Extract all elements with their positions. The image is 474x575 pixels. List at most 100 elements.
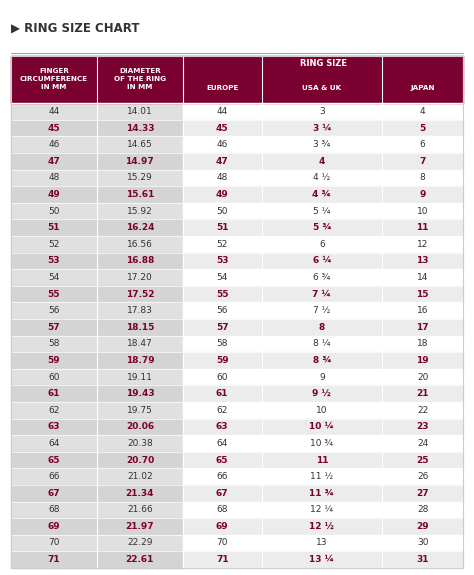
Bar: [382, 435, 463, 452]
Text: 57: 57: [216, 323, 228, 332]
Text: 58: 58: [217, 339, 228, 348]
Bar: [262, 485, 382, 501]
Text: 68: 68: [217, 505, 228, 514]
Text: 67: 67: [216, 489, 228, 498]
Text: 3 ¼: 3 ¼: [312, 124, 331, 133]
Text: 69: 69: [216, 522, 228, 531]
Bar: [11, 203, 97, 220]
Bar: [382, 319, 463, 336]
Bar: [382, 369, 463, 385]
Bar: [262, 419, 382, 435]
Bar: [97, 435, 183, 452]
Text: 63: 63: [216, 422, 228, 431]
Text: 19.11: 19.11: [127, 373, 153, 382]
Text: 50: 50: [217, 206, 228, 216]
Text: 6: 6: [420, 140, 426, 150]
Text: 45: 45: [47, 124, 60, 133]
Text: 7: 7: [419, 157, 426, 166]
Bar: [262, 269, 382, 286]
Bar: [183, 170, 262, 186]
Text: 52: 52: [217, 240, 228, 249]
Bar: [183, 104, 262, 120]
Bar: [11, 352, 97, 369]
Bar: [382, 535, 463, 551]
Bar: [262, 302, 382, 319]
Bar: [183, 369, 262, 385]
Text: 57: 57: [47, 323, 60, 332]
Bar: [183, 236, 262, 252]
Bar: [97, 170, 183, 186]
Bar: [183, 252, 262, 269]
Bar: [183, 485, 262, 501]
Text: 14: 14: [417, 273, 428, 282]
Text: 59: 59: [216, 356, 228, 365]
Text: 58: 58: [48, 339, 60, 348]
Text: 21: 21: [416, 389, 429, 398]
Bar: [382, 518, 463, 535]
Bar: [97, 252, 183, 269]
Text: 65: 65: [216, 455, 228, 465]
Bar: [11, 302, 97, 319]
Bar: [183, 203, 262, 220]
Text: 3 ¾: 3 ¾: [313, 140, 330, 150]
Text: DIAMETER
OF THE RING
IN MM: DIAMETER OF THE RING IN MM: [114, 68, 166, 90]
Text: 65: 65: [47, 455, 60, 465]
Bar: [382, 452, 463, 468]
Text: 56: 56: [48, 306, 60, 315]
Text: 21.66: 21.66: [127, 505, 153, 514]
Bar: [262, 220, 382, 236]
Text: 10 ¼: 10 ¼: [310, 422, 334, 431]
Bar: [97, 153, 183, 170]
Bar: [262, 385, 382, 402]
Bar: [97, 220, 183, 236]
Text: 15.29: 15.29: [127, 174, 153, 182]
Bar: [382, 468, 463, 485]
Bar: [11, 56, 463, 568]
Text: 52: 52: [48, 240, 60, 249]
Text: 31: 31: [416, 555, 429, 564]
Text: 55: 55: [216, 290, 228, 298]
Bar: [97, 203, 183, 220]
Bar: [183, 302, 262, 319]
Bar: [11, 220, 97, 236]
Bar: [183, 419, 262, 435]
Text: 71: 71: [47, 555, 60, 564]
Text: RING SIZE: RING SIZE: [300, 59, 346, 68]
Text: 60: 60: [48, 373, 60, 382]
Text: 22.61: 22.61: [126, 555, 154, 564]
Bar: [382, 186, 463, 203]
Bar: [183, 220, 262, 236]
Bar: [262, 352, 382, 369]
Text: 49: 49: [216, 190, 228, 199]
Text: 28: 28: [417, 505, 428, 514]
Text: 4: 4: [319, 157, 325, 166]
Bar: [382, 170, 463, 186]
Text: 68: 68: [48, 505, 60, 514]
Text: 5 ¾: 5 ¾: [312, 223, 331, 232]
Text: 8 ¾: 8 ¾: [312, 356, 331, 365]
Bar: [11, 501, 97, 518]
Bar: [382, 419, 463, 435]
Text: 5: 5: [419, 124, 426, 133]
Bar: [382, 352, 463, 369]
Bar: [97, 186, 183, 203]
Bar: [382, 385, 463, 402]
Text: 61: 61: [216, 389, 228, 398]
Bar: [262, 153, 382, 170]
Text: 63: 63: [47, 422, 60, 431]
Bar: [183, 72, 262, 104]
Bar: [11, 369, 97, 385]
Text: 11 ¾: 11 ¾: [310, 489, 334, 498]
Bar: [183, 535, 262, 551]
Text: 20.38: 20.38: [127, 439, 153, 448]
Bar: [11, 186, 97, 203]
Bar: [183, 336, 262, 352]
Bar: [97, 136, 183, 153]
Bar: [97, 269, 183, 286]
Text: 7 ¼: 7 ¼: [312, 290, 331, 298]
Text: 18.15: 18.15: [126, 323, 154, 332]
Bar: [11, 551, 97, 568]
Bar: [262, 203, 382, 220]
Text: EUROPE: EUROPE: [206, 85, 238, 90]
Bar: [262, 435, 382, 452]
